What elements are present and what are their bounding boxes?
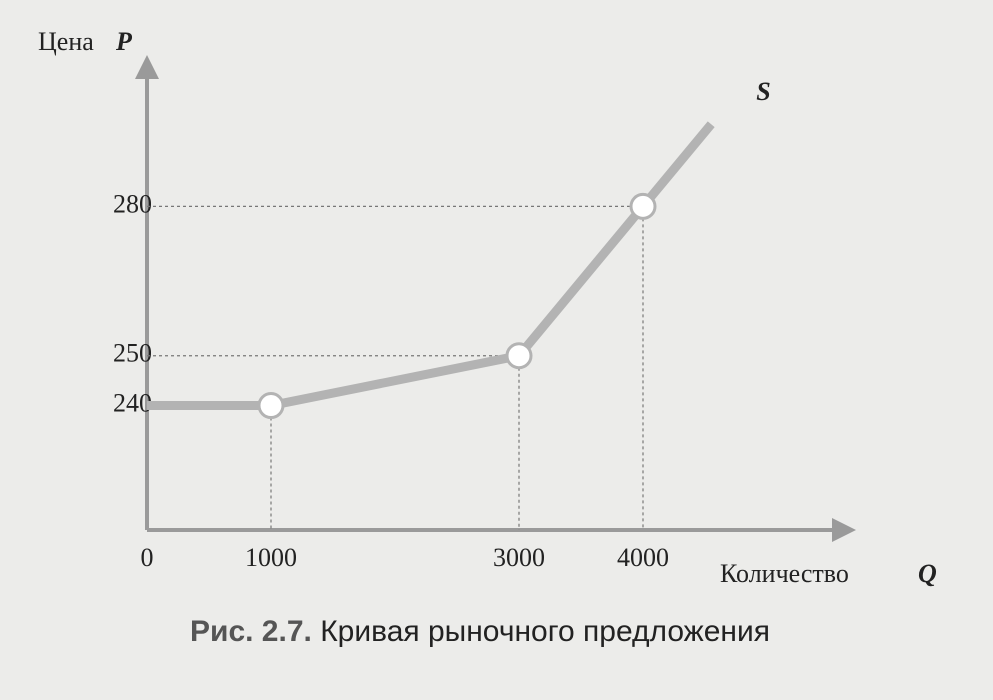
x-axis-arrow xyxy=(832,518,856,542)
caption: Рис. 2.7. Кривая рыночного предложения xyxy=(190,615,770,648)
series-label: S xyxy=(756,77,770,106)
caption-text: Кривая рыночного предложения xyxy=(320,615,770,648)
x-axis-symbol: Q xyxy=(918,559,937,588)
point-marker xyxy=(257,392,285,420)
y-axis-label: Цена xyxy=(38,27,94,56)
point-marker xyxy=(505,342,533,370)
y-tick-label: 240 xyxy=(113,388,152,417)
x-axis-label: Количество xyxy=(720,559,849,588)
x-tick-label: 1000 xyxy=(245,543,297,572)
x-tick-label: 0 xyxy=(141,543,154,572)
y-axis-arrow xyxy=(135,55,159,79)
point-marker xyxy=(629,192,657,220)
curve-extension xyxy=(639,121,715,210)
x-tick-label: 3000 xyxy=(493,543,545,572)
caption-number: Рис. 2.7. xyxy=(190,615,312,648)
y-tick-label: 250 xyxy=(113,339,152,368)
y-axis-symbol: P xyxy=(115,27,133,56)
x-tick-label: 4000 xyxy=(617,543,669,572)
y-tick-label: 280 xyxy=(113,189,152,218)
supply-curve xyxy=(147,203,647,411)
